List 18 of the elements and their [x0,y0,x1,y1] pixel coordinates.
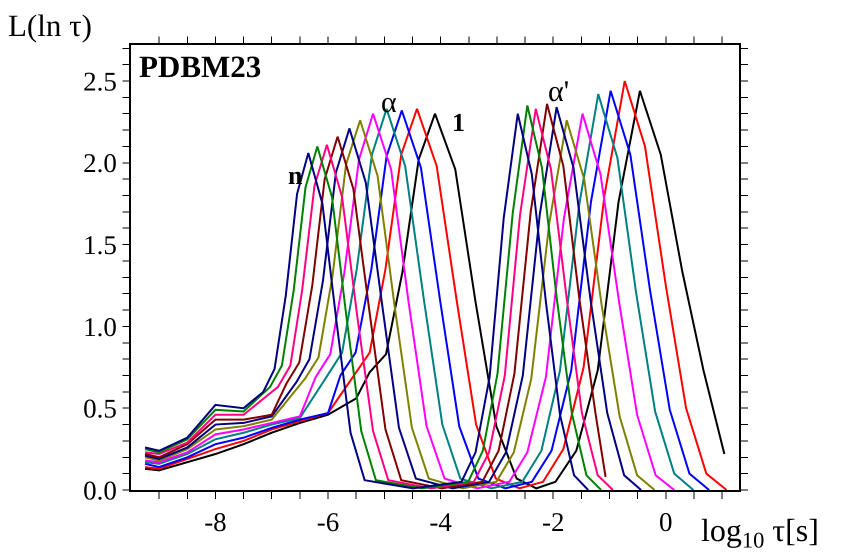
x-tick-label: 0 [659,507,673,538]
y-tick-label: 2.0 [83,148,117,178]
x-tick-label: -2 [542,507,564,538]
annotation: n [288,161,303,190]
y-tick-label: 1.5 [83,230,117,260]
y-tick-label: 1.0 [83,312,117,342]
x-axis-title: log$_{10}$ τ[s] [701,512,819,553]
annotation: 1 [452,108,465,137]
chart-title: PDBM23 [139,49,262,84]
annotation: α' [548,75,570,108]
annotation: α [381,86,397,119]
y-tick-label: 0.0 [83,475,117,506]
x-tick-label: -8 [204,507,227,538]
y-tick-label: 2.5 [83,66,117,96]
y-axis-title: L(ln τ) [8,8,92,43]
x-tick-label: -6 [316,507,340,538]
y-tick-label: 0.5 [83,394,117,424]
x-tick-label: -4 [429,507,452,538]
